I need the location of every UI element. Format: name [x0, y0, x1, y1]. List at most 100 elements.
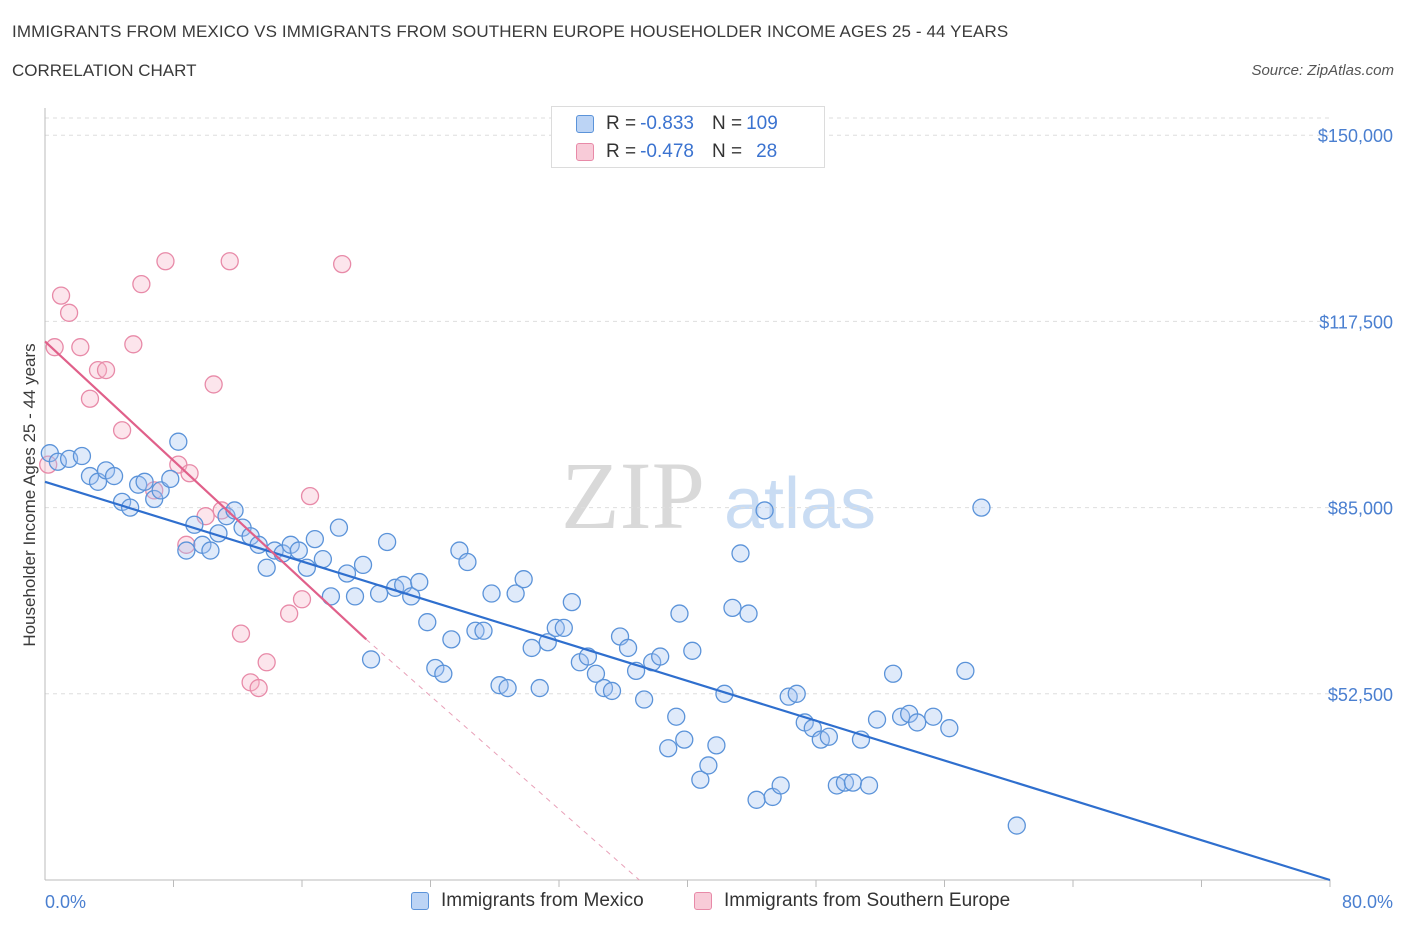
point-southern-europe: [292, 590, 312, 609]
point-mexico: [843, 773, 863, 792]
point-southern-europe: [180, 464, 199, 483]
point-mexico: [377, 532, 397, 552]
point-mexico: [723, 598, 742, 618]
watermark-zip-text: ZIP: [561, 442, 705, 549]
x-tick-labels: 0.0% 80.0%: [45, 892, 1393, 912]
axes: [44, 108, 1331, 887]
point-mexico: [731, 544, 750, 563]
point-mexico: [434, 664, 453, 683]
point-mexico: [554, 618, 573, 638]
point-mexico: [867, 710, 887, 729]
watermark-atlas-text: atlas: [724, 464, 876, 544]
point-mexico: [345, 587, 365, 606]
point-mexico: [305, 529, 325, 549]
point-mexico: [715, 684, 734, 703]
point-mexico: [618, 638, 638, 658]
point-mexico: [353, 555, 373, 575]
legend-n-value: 28: [756, 141, 778, 162]
point-mexico: [135, 472, 154, 491]
point-mexico: [506, 584, 525, 603]
point-mexico: [474, 621, 493, 640]
stats-legend: R = -0.833 N = 109 R = -0.478 N = 28: [551, 106, 825, 168]
legend-swatch-pink: [576, 143, 594, 161]
y-tick-label: $117,500: [1319, 312, 1393, 332]
point-mexico: [177, 541, 196, 560]
point-southern-europe: [112, 421, 132, 440]
point-mexico: [562, 592, 581, 612]
point-mexico: [514, 570, 533, 589]
point-southern-europe: [212, 501, 231, 520]
legend-r-label: R =: [606, 141, 637, 162]
point-mexico: [691, 770, 710, 789]
point-southern-europe: [279, 604, 299, 623]
point-southern-europe: [59, 303, 79, 322]
chart-subtitle: CORRELATION CHART: [12, 61, 197, 80]
point-southern-europe: [220, 252, 239, 271]
x-tick-label: 80.0%: [1342, 892, 1393, 912]
legend-n-label: N =: [711, 113, 743, 134]
series-legend-label: Immigrants from Southern Europe: [724, 890, 1011, 911]
series-legend: Immigrants from Mexico Immigrants from S…: [0, 890, 1406, 914]
legend-r-label: R =: [606, 113, 637, 134]
point-mexico: [859, 776, 879, 795]
y-tick-labels: $150,000 $117,500 $85,000 $52,500: [1318, 126, 1393, 705]
point-mexico: [667, 707, 686, 726]
point-mexico: [699, 756, 718, 775]
point-mexico: [747, 790, 766, 809]
trend-extension-southern-europe: [365, 638, 640, 881]
point-mexico: [72, 446, 92, 466]
legend-r-value: -0.478: [640, 141, 694, 162]
point-mexico: [659, 739, 678, 758]
point-southern-europe: [257, 653, 276, 672]
point-mexico: [161, 469, 180, 489]
point-mexico: [883, 664, 903, 683]
point-mexico: [482, 584, 501, 603]
point-mexico: [771, 776, 790, 795]
point-mexico: [418, 613, 437, 632]
point-mexico: [651, 647, 670, 666]
point-mexico: [257, 558, 276, 577]
point-mexico: [956, 661, 975, 681]
point-southern-europe: [80, 389, 100, 408]
y-tick-label: $52,500: [1328, 685, 1393, 705]
point-southern-europe: [204, 375, 223, 394]
point-mexico: [755, 501, 774, 520]
legend-n-label: N =: [711, 141, 743, 162]
point-mexico: [104, 466, 124, 486]
point-southern-europe: [177, 535, 196, 554]
chart-title: IMMIGRANTS FROM MEXICO VS IMMIGRANTS FRO…: [12, 22, 1009, 41]
zipatlas-watermark: ZIP atlas: [561, 442, 876, 549]
point-southern-europe: [249, 678, 268, 698]
point-mexico: [329, 518, 349, 537]
points-mexico: [40, 432, 1026, 835]
x-tick-label: 0.0%: [45, 892, 86, 912]
grid-lines: [45, 117, 1330, 695]
points-southern-europe: [39, 252, 352, 698]
point-mexico: [586, 664, 606, 683]
point-mexico: [321, 587, 341, 606]
point-mexico: [201, 541, 220, 560]
series-legend-mexico: Immigrants from Mexico: [411, 890, 644, 912]
y-tick-label: $85,000: [1328, 499, 1393, 519]
point-southern-europe: [132, 275, 151, 294]
point-southern-europe: [71, 338, 90, 357]
point-southern-europe: [156, 252, 175, 271]
point-mexico: [819, 727, 838, 746]
point-mexico: [707, 736, 726, 755]
chart-source: Source: ZipAtlas.com: [1251, 62, 1394, 79]
point-mexico: [442, 630, 461, 649]
point-southern-europe: [96, 360, 116, 380]
point-southern-europe: [124, 335, 143, 354]
legend-row-southern-europe: R = -0.478 N = 28: [576, 139, 777, 165]
point-mexico: [670, 604, 689, 623]
series-swatch-blue: [411, 892, 429, 910]
point-mexico: [289, 541, 308, 560]
point-mexico: [530, 678, 549, 698]
point-mexico: [908, 713, 927, 732]
point-mexico: [361, 650, 381, 669]
series-legend-southern-europe: Immigrants from Southern Europe: [694, 890, 1010, 912]
point-mexico: [972, 498, 991, 517]
series-swatch-pink: [694, 892, 712, 910]
point-mexico: [924, 707, 943, 726]
point-mexico: [410, 572, 429, 592]
